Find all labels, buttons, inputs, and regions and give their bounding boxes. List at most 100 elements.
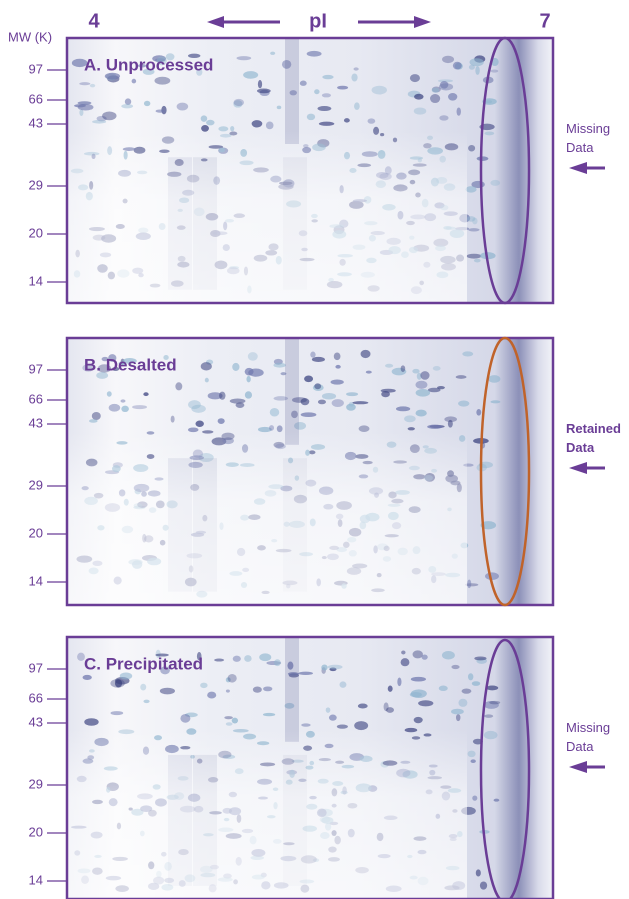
mw-tick-label: 66 xyxy=(29,91,43,106)
gel-spot xyxy=(187,427,199,433)
gel-spot xyxy=(304,375,314,383)
gel-spot xyxy=(474,656,487,661)
gel-spot xyxy=(232,655,241,662)
gel-spot xyxy=(247,352,258,361)
gel-spot xyxy=(461,688,472,694)
mw-tick-label: 43 xyxy=(29,714,43,729)
gel-spot xyxy=(233,100,243,108)
gel-spot xyxy=(343,118,350,123)
mw-tick-label: 29 xyxy=(29,477,43,492)
gel-spot xyxy=(124,98,132,106)
gel-spot xyxy=(488,375,501,383)
gel-spot xyxy=(71,58,88,68)
gel-spot xyxy=(225,677,231,683)
mw-tick-label: 14 xyxy=(29,573,43,588)
gel-spot xyxy=(484,131,495,136)
gel-spot xyxy=(301,723,311,727)
gel-spot xyxy=(427,387,441,393)
gel-streak xyxy=(285,338,299,445)
mw-tick-label: 20 xyxy=(29,824,43,839)
gel-spot xyxy=(230,125,235,132)
gel-spot xyxy=(322,74,334,80)
gel-spot xyxy=(455,375,467,379)
gel-spot xyxy=(314,89,320,95)
gel-spot xyxy=(121,103,134,109)
gel-spot xyxy=(143,100,151,107)
gel-spot xyxy=(119,672,133,680)
gel-spot xyxy=(143,392,149,397)
gel-spot xyxy=(468,144,476,152)
gel-spot xyxy=(273,659,281,667)
gel-spot xyxy=(467,673,474,681)
gel-spot xyxy=(89,83,96,88)
gel-spot xyxy=(466,253,482,259)
gel-spot xyxy=(225,689,230,693)
gel-spot xyxy=(207,691,217,699)
gel-spot xyxy=(310,351,316,358)
gel-spot xyxy=(321,664,328,671)
gel-spot xyxy=(200,115,208,122)
gel-spot xyxy=(263,686,273,692)
gel-spot xyxy=(486,685,499,691)
gel-spot xyxy=(291,410,298,419)
gel-spot xyxy=(410,676,426,682)
gel-spot xyxy=(201,124,209,132)
gel-spot xyxy=(391,367,407,376)
panel: A. Unprocessed 97 66 43 29 20 14 Missing Data xyxy=(29,36,610,305)
gel-spot xyxy=(395,406,411,412)
gel-spot xyxy=(465,186,477,193)
gel-spot xyxy=(257,79,263,89)
gel-spot xyxy=(404,415,416,423)
gel-spot xyxy=(276,425,283,433)
panel-border xyxy=(65,36,555,305)
panel-title: B. Desalted xyxy=(84,355,177,374)
gel-spot xyxy=(480,521,497,530)
gel-spot xyxy=(273,362,286,368)
gel-fade xyxy=(67,431,467,605)
gel-spot xyxy=(455,714,461,722)
gel-spot xyxy=(132,405,148,410)
gel-spot xyxy=(269,425,275,431)
gel-spot xyxy=(410,689,427,699)
gel-spot xyxy=(329,667,337,672)
mw-tick-label: 20 xyxy=(29,525,43,540)
gel-spot xyxy=(412,650,423,659)
mw-tick-label: 66 xyxy=(29,690,43,705)
gel-spot xyxy=(490,400,501,404)
gel-spot xyxy=(467,579,472,589)
gel-spot xyxy=(439,115,449,121)
gel-spot xyxy=(187,53,201,58)
gel-spot xyxy=(306,50,322,57)
gel-spot xyxy=(244,391,253,399)
gel-spot xyxy=(409,74,420,83)
gel-spot xyxy=(473,258,481,263)
gel-spot xyxy=(233,98,245,107)
gel-spot xyxy=(273,396,289,401)
gel-spot xyxy=(152,55,166,62)
gel-spot xyxy=(321,93,331,98)
gel-spot xyxy=(400,658,410,667)
gel-spot xyxy=(493,798,500,802)
gel-spot xyxy=(200,362,212,371)
mw-tick-label: 66 xyxy=(29,391,43,406)
gel-spot xyxy=(276,105,282,110)
gel-spot xyxy=(155,109,165,113)
gel-spot xyxy=(407,427,415,431)
gel-spot xyxy=(269,407,280,417)
gel-spot xyxy=(328,714,337,721)
gel-spot xyxy=(244,655,252,662)
gel-spot xyxy=(131,78,137,84)
gel-spot xyxy=(225,722,233,726)
mw-label: MW (K) xyxy=(8,29,52,44)
gel-spot xyxy=(257,426,272,433)
gel-spot xyxy=(476,156,489,161)
gel-spot xyxy=(224,716,233,720)
gel-spot xyxy=(397,677,402,687)
side-note: Missing Data xyxy=(566,121,610,155)
gel-spot xyxy=(91,412,101,421)
gel-spot xyxy=(351,73,358,82)
mw-tick-label: 29 xyxy=(29,776,43,791)
gel-spot xyxy=(191,404,206,413)
mw-tick-label: 20 xyxy=(29,225,43,240)
